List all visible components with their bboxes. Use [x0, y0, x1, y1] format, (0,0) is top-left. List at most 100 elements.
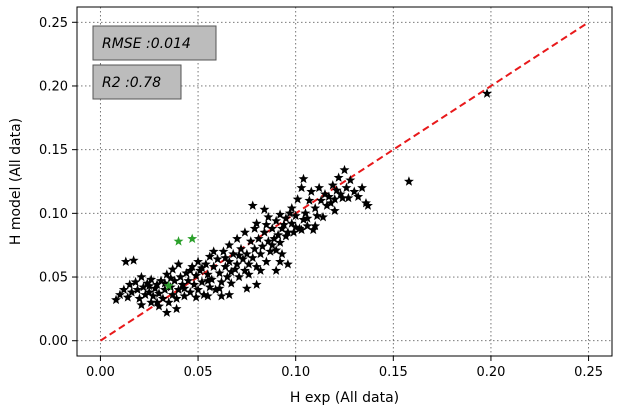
- data-point: [142, 278, 153, 288]
- data-point: [222, 271, 233, 282]
- data-point: [191, 292, 202, 302]
- data-point: [202, 269, 213, 279]
- data-point: [296, 224, 307, 235]
- data-point: [275, 256, 286, 266]
- data-point: [144, 287, 155, 297]
- data-point: [251, 261, 262, 272]
- data-point: [271, 215, 282, 226]
- data-point: [177, 279, 188, 289]
- data-point: [273, 229, 284, 240]
- data-point: [245, 236, 256, 246]
- data-point: [286, 218, 297, 228]
- data-point: [159, 278, 170, 288]
- data-point: [241, 248, 252, 259]
- data-point: [279, 219, 289, 230]
- data-point: [208, 246, 219, 256]
- data-point: [280, 231, 291, 241]
- y-tick-label: 0.10: [39, 207, 68, 222]
- data-point: [138, 282, 149, 292]
- data-point: [482, 88, 492, 98]
- data-point: [161, 307, 172, 317]
- data-point: [275, 209, 286, 219]
- data-point: [300, 208, 311, 218]
- data-point: [251, 218, 262, 228]
- data-point: [173, 284, 184, 294]
- y-tick-label: 0.15: [39, 143, 68, 158]
- data-point: [304, 195, 315, 205]
- data-point: [339, 164, 350, 175]
- data-point: [247, 252, 258, 263]
- data-point: [126, 287, 137, 297]
- data-point: [361, 197, 371, 208]
- data-point: [173, 236, 184, 246]
- reference-line: [99, 21, 590, 342]
- data-point: [165, 273, 176, 283]
- points-layer: [111, 88, 492, 317]
- data-point: [259, 227, 270, 237]
- data-point: [202, 290, 213, 301]
- x-axis-label: H exp (All data): [290, 390, 399, 406]
- data-point: [337, 192, 348, 203]
- data-point: [140, 289, 151, 300]
- data-point: [331, 185, 342, 195]
- data-point: [294, 223, 305, 233]
- annotation-box: [92, 25, 217, 61]
- ticks-layer: 0.00 0.05 0.10 0.15 0.20 0.25 0.00 0.05 0.10 0.15…: [39, 16, 603, 380]
- data-point: [249, 243, 260, 254]
- data-point: [302, 213, 313, 223]
- data-point: [156, 275, 166, 286]
- data-point: [216, 276, 227, 287]
- data-point: [243, 269, 254, 279]
- data-point: [290, 210, 301, 221]
- data-point: [124, 279, 135, 289]
- data-point: [120, 256, 131, 266]
- data-point: [353, 191, 364, 201]
- data-point: [216, 290, 227, 301]
- annotation-text: RMSE :0.014: [102, 36, 191, 52]
- data-point: [189, 279, 200, 289]
- data-point: [187, 233, 198, 244]
- data-point: [136, 299, 147, 310]
- data-point: [228, 248, 239, 259]
- data-point: [226, 278, 237, 288]
- x-tick-label: 0.10: [281, 365, 310, 380]
- data-point: [193, 256, 203, 266]
- data-point: [152, 279, 162, 289]
- data-point: [277, 248, 287, 259]
- data-point: [224, 239, 235, 250]
- data-point: [118, 284, 129, 294]
- data-point: [232, 259, 243, 269]
- data-point: [136, 271, 147, 282]
- y-tick-label: 0.20: [39, 79, 68, 94]
- data-point: [271, 265, 282, 275]
- data-point: [259, 204, 270, 214]
- data-point: [144, 280, 155, 291]
- data-point: [238, 254, 248, 264]
- data-point: [298, 173, 309, 184]
- data-point: [236, 243, 246, 254]
- y-axis-label: H model (All data): [8, 118, 24, 245]
- data-point: [154, 288, 164, 298]
- data-point: [243, 259, 254, 269]
- data-point: [146, 297, 157, 307]
- data-point: [296, 182, 307, 193]
- data-point: [157, 293, 168, 303]
- data-point: [275, 237, 286, 247]
- data-point: [171, 293, 182, 303]
- data-point: [220, 261, 231, 272]
- data-point: [327, 180, 338, 190]
- data-point: [226, 266, 237, 277]
- data-point: [321, 200, 332, 210]
- annotations-layer: RMSE :0.014 R2 :0.78: [92, 25, 217, 100]
- x-tick-label: 0.20: [476, 365, 505, 380]
- data-point: [261, 256, 272, 266]
- data-point: [357, 182, 368, 193]
- data-point: [323, 191, 334, 201]
- data-point: [325, 197, 336, 208]
- data-point: [282, 227, 293, 237]
- data-point: [232, 233, 243, 244]
- data-point: [179, 283, 190, 293]
- data-point: [298, 214, 309, 224]
- data-point: [234, 250, 245, 260]
